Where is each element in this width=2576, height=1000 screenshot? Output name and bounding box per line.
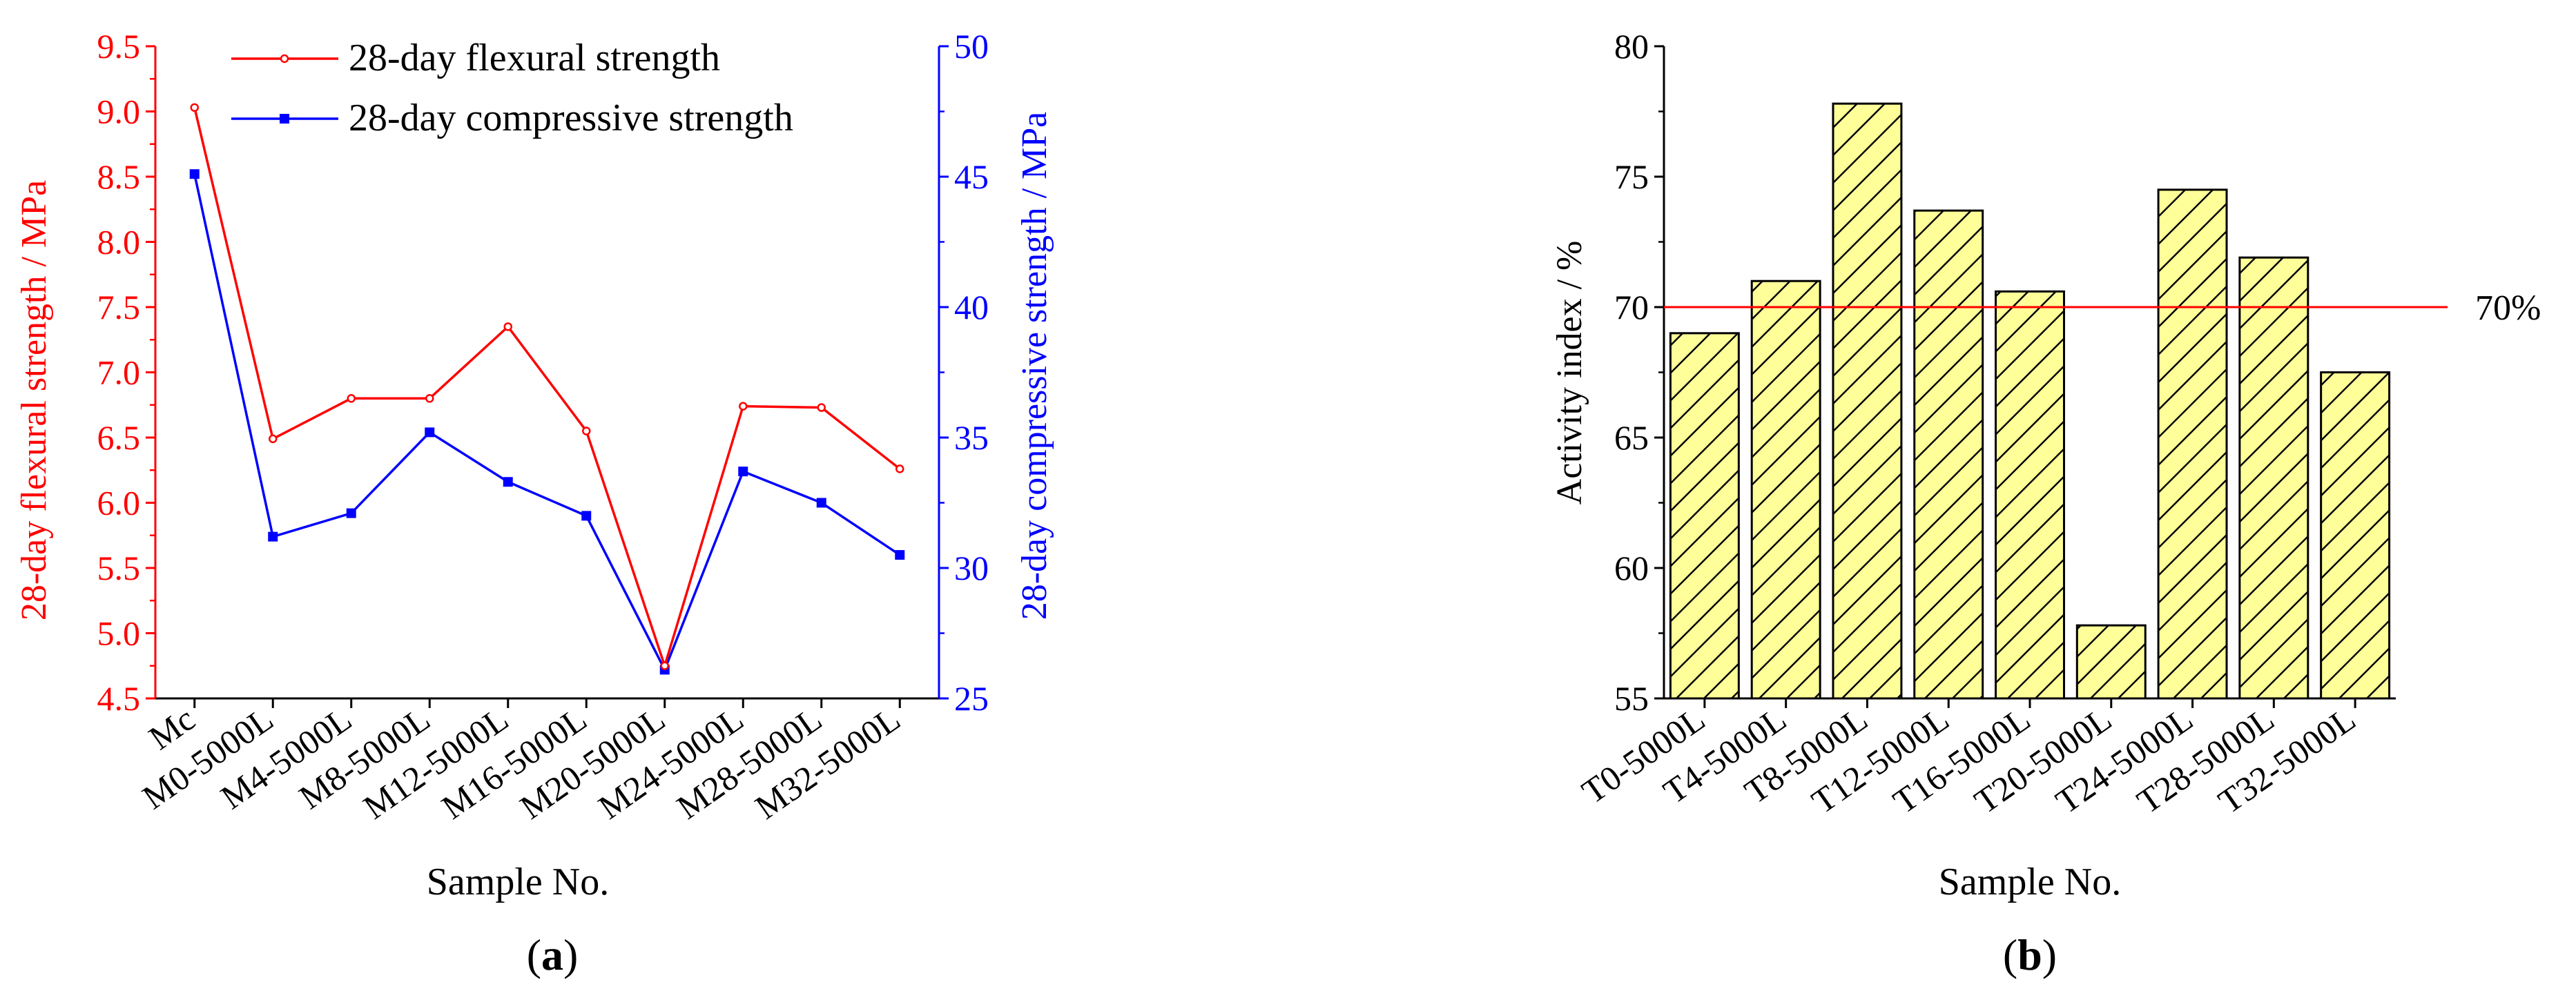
legend-item-compressive: 28-day compressive strength xyxy=(231,97,793,139)
chart-b-activity-index: 55 60 65 70 75 80 T0-5000LT4-5000LT8-5000LT12… xyxy=(1550,27,2541,979)
chart-a-left-tick-label: 8.5 xyxy=(97,157,141,196)
data-point-flexural xyxy=(425,394,434,403)
chart-a-x-tick-labels: McM0-5000LM4-5000LM8-5000LM12-5000LM16-5… xyxy=(135,698,907,827)
chart-a-right-tick-label: 50 xyxy=(954,27,989,66)
bar xyxy=(2157,188,2228,700)
data-point-compressive xyxy=(346,508,356,518)
data-point-compressive xyxy=(738,467,748,477)
chart-a-left-tick-label: 4.5 xyxy=(97,679,141,718)
bar xyxy=(1750,280,1821,700)
bar xyxy=(1995,290,2065,700)
series-line-compressive xyxy=(193,173,901,673)
chart-a-right-tick-label: 35 xyxy=(954,418,989,457)
data-point-flexural xyxy=(269,434,278,444)
chart-a-left-tick-label: 5.0 xyxy=(97,614,141,653)
data-point-compressive xyxy=(268,531,278,542)
legend-label-flexural: 28-day flexural strength xyxy=(349,37,720,79)
chart-a-left-tick-label: 7.5 xyxy=(97,288,141,326)
bar xyxy=(1913,209,1984,700)
chart-b-panel-label: (b) xyxy=(2003,930,2057,979)
chart-a-x-axis-label: Sample No. xyxy=(427,861,609,903)
legend-item-flexural: 28-day flexural strength xyxy=(231,37,720,79)
data-point-flexural xyxy=(739,402,748,411)
bar xyxy=(2238,256,2309,700)
chart-b-x-axis-label: Sample No. xyxy=(1939,861,2121,903)
chart-a-series xyxy=(189,103,905,675)
data-point-compressive xyxy=(581,511,592,521)
chart-b-y-axis-label: Activity index / % xyxy=(1550,241,1589,505)
chart-a-right-tick-label: 25 xyxy=(954,679,989,718)
data-point-flexural xyxy=(503,322,512,331)
chart-b-y-tick-label: 55 xyxy=(1614,679,1649,718)
data-point-flexural xyxy=(582,427,591,435)
data-point-flexural xyxy=(347,394,356,403)
chart-a-right-tick-label: 45 xyxy=(954,157,989,196)
chart-a-left-axis-ticks: 4.5 5.0 5.5 6.0 6.5 7.0 7.5 8.0 8.5 9.0 9.5 xyxy=(97,27,155,718)
chart-b-y-tick-label: 65 xyxy=(1614,418,1649,457)
chart-b-y-tick-label: 75 xyxy=(1614,157,1649,196)
data-point-compressive xyxy=(189,169,200,179)
chart-a-right-axis-label: 28-day compressive strength / MPa xyxy=(1015,112,1054,620)
chart-b-y-tick-labels: 55 60 65 70 75 80 xyxy=(1614,27,1664,718)
chart-a-right-axis-ticks: 25 30 35 40 45 50 xyxy=(939,27,989,718)
chart-b-y-tick-label: 80 xyxy=(1614,27,1649,66)
chart-a-panel-label: (a) xyxy=(527,930,579,979)
chart-b-x-tick-labels: T0-5000LT4-5000LT8-5000LT12-5000LT16-500… xyxy=(1575,698,2362,821)
chart-a-right-tick-label: 30 xyxy=(954,549,989,587)
chart-a-left-tick-label: 6.5 xyxy=(97,418,141,457)
chart-a-left-tick-label: 8.0 xyxy=(97,223,141,262)
chart-b-y-tick-label: 70 xyxy=(1614,288,1649,326)
data-point-compressive xyxy=(503,477,513,487)
data-point-compressive xyxy=(816,498,826,508)
chart-a-plot-area xyxy=(154,46,940,700)
chart-b-bars xyxy=(1669,102,2391,700)
chart-a-left-tick-label: 6.0 xyxy=(97,484,141,522)
chart-b-reference: 70% xyxy=(1664,288,2541,328)
reference-label-70: 70% xyxy=(2475,288,2541,328)
chart-a-left-tick-label: 5.5 xyxy=(97,549,141,587)
data-point-flexural xyxy=(190,103,199,112)
chart-a-right-tick-label: 40 xyxy=(954,288,989,326)
bar xyxy=(2075,624,2147,700)
data-point-compressive xyxy=(895,550,905,560)
series-line-flexural xyxy=(193,107,901,670)
chart-a-legend: 28-day flexural strength 28-day compress… xyxy=(231,37,793,139)
chart-a-left-tick-label: 9.5 xyxy=(97,27,141,66)
chart-a-flexural-compressive: 4.5 5.0 5.5 6.0 6.5 7.0 7.5 8.0 8.5 9.0 9.5 25 30 35… xyxy=(14,27,1054,979)
bar xyxy=(1669,332,1740,700)
data-point-flexural xyxy=(817,403,826,412)
bar xyxy=(2320,371,2391,700)
chart-b-y-tick-label: 60 xyxy=(1614,549,1649,587)
chart-a-left-tick-label: 7.0 xyxy=(97,353,141,392)
data-point-flexural xyxy=(895,464,904,473)
data-point-flexural xyxy=(660,661,669,670)
chart-a-left-axis-label: 28-day flexural strength / MPa xyxy=(14,180,54,620)
chart-a-left-tick-label: 9.0 xyxy=(97,92,141,131)
data-point-compressive xyxy=(425,427,435,438)
bar xyxy=(1832,102,1903,700)
legend-label-compressive: 28-day compressive strength xyxy=(349,97,793,139)
